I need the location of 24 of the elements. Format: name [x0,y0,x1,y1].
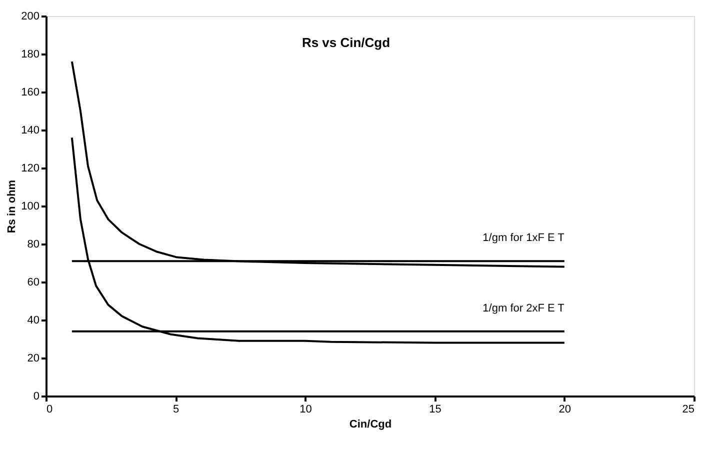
x-tick-label: 5 [173,404,180,416]
text: Rs vs Cin/Cgd [302,35,390,50]
y-tick-label: 140 [21,124,40,136]
y-tick-label: 160 [21,86,40,98]
line-series [70,136,566,344]
y-tick-label: 120 [21,162,40,174]
x-axis-title: Cin/Cgd [349,418,392,430]
y-tick-label: 180 [21,48,40,60]
y-tick-label: 20 [27,352,40,364]
x-tick-label: 25 [682,404,694,416]
y-axis-title: Rs in ohm [6,180,18,234]
y-tick-label: 200 [21,10,40,22]
x-tick-label: 20 [558,404,572,416]
line-series [70,60,566,268]
x-tick-label: 0 [46,404,53,416]
series-label: 1/gm for 2xF E T [482,302,565,314]
y-tick-label: 100 [21,200,40,212]
x-tick-label: 15 [429,404,442,416]
y-tick-label: 0 [33,390,40,402]
series-label: 1/gm for 1xF E T [482,232,565,244]
y-tick-label: 40 [27,314,40,326]
y-tick-label: 60 [27,276,40,288]
x-tick-label: 10 [300,404,312,416]
y-tick-label: 80 [27,238,40,250]
